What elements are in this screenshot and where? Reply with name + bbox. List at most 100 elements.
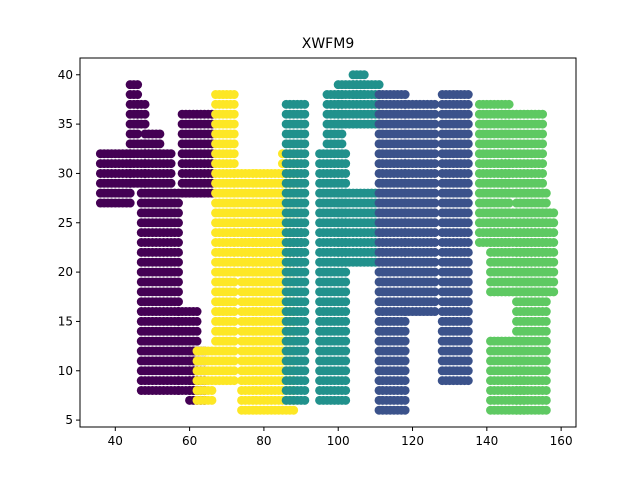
data-point xyxy=(167,149,176,158)
y-tick-label: 35 xyxy=(58,117,73,131)
data-point xyxy=(174,218,183,227)
y-tick-label: 30 xyxy=(58,166,73,180)
data-point xyxy=(230,159,239,168)
data-point xyxy=(542,208,551,217)
y-tick-label: 15 xyxy=(58,314,73,328)
data-point xyxy=(341,287,350,296)
data-point xyxy=(300,268,309,277)
data-point xyxy=(464,208,473,217)
data-point xyxy=(300,228,309,237)
x-tick-label: 100 xyxy=(327,434,350,448)
data-point xyxy=(300,100,309,109)
data-point xyxy=(341,317,350,326)
data-point xyxy=(300,327,309,336)
data-point xyxy=(174,238,183,247)
data-point xyxy=(300,169,309,178)
data-point xyxy=(542,238,551,247)
data-point xyxy=(542,248,551,257)
data-point xyxy=(519,366,528,375)
data-point xyxy=(519,337,528,346)
data-point xyxy=(174,248,183,257)
data-point xyxy=(230,90,239,99)
data-point xyxy=(401,386,410,395)
data-point xyxy=(538,110,547,119)
data-point xyxy=(542,199,551,208)
data-point xyxy=(464,317,473,326)
data-point xyxy=(207,386,216,395)
data-point xyxy=(542,307,551,316)
data-point xyxy=(401,406,410,415)
data-point xyxy=(542,386,551,395)
data-point xyxy=(464,159,473,168)
data-point xyxy=(341,327,350,336)
data-point xyxy=(300,366,309,375)
data-point xyxy=(464,228,473,237)
data-point xyxy=(464,189,473,198)
data-point xyxy=(300,248,309,257)
data-point xyxy=(300,120,309,129)
data-point xyxy=(141,100,150,109)
data-point xyxy=(300,317,309,326)
data-point xyxy=(542,337,551,346)
data-point xyxy=(464,327,473,336)
data-point xyxy=(542,258,551,267)
data-point xyxy=(542,268,551,277)
data-point xyxy=(505,100,514,109)
y-tick-label: 5 xyxy=(65,413,73,427)
data-point xyxy=(464,258,473,267)
data-point xyxy=(300,238,309,247)
data-point xyxy=(193,337,202,346)
data-point xyxy=(300,297,309,306)
data-point xyxy=(341,386,350,395)
data-point xyxy=(341,179,350,188)
data-point xyxy=(300,189,309,198)
data-point xyxy=(538,149,547,158)
data-point xyxy=(230,120,239,129)
data-point xyxy=(337,129,346,138)
data-point xyxy=(174,268,183,277)
data-point xyxy=(300,258,309,267)
data-point xyxy=(519,356,528,365)
data-point xyxy=(538,120,547,129)
data-point xyxy=(207,396,216,405)
data-point xyxy=(337,139,346,148)
data-point xyxy=(464,347,473,356)
data-point xyxy=(519,396,528,405)
data-point xyxy=(300,149,309,158)
data-point xyxy=(341,347,350,356)
data-point xyxy=(300,337,309,346)
y-tick-label: 20 xyxy=(58,265,73,279)
data-point xyxy=(300,110,309,119)
data-point xyxy=(464,307,473,316)
x-tick-label: 40 xyxy=(108,434,123,448)
data-point xyxy=(341,396,350,405)
data-point xyxy=(155,139,164,148)
y-tick-label: 40 xyxy=(58,68,73,82)
data-point xyxy=(133,80,142,89)
data-point xyxy=(542,189,551,198)
data-point xyxy=(300,356,309,365)
data-point xyxy=(360,90,369,99)
data-point xyxy=(300,208,309,217)
data-point xyxy=(542,376,551,385)
data-point xyxy=(341,297,350,306)
data-point xyxy=(174,199,183,208)
data-point xyxy=(464,337,473,346)
data-point xyxy=(341,169,350,178)
data-point xyxy=(464,149,473,158)
data-point xyxy=(519,386,528,395)
data-point xyxy=(542,297,551,306)
data-point xyxy=(341,277,350,286)
data-point xyxy=(464,218,473,227)
data-point xyxy=(538,169,547,178)
data-point xyxy=(300,307,309,316)
data-point xyxy=(300,386,309,395)
data-point xyxy=(300,159,309,168)
data-point xyxy=(401,317,410,326)
data-point xyxy=(126,199,135,208)
data-point xyxy=(464,100,473,109)
data-point xyxy=(542,356,551,365)
y-tick-label: 10 xyxy=(58,364,73,378)
data-point xyxy=(174,287,183,296)
